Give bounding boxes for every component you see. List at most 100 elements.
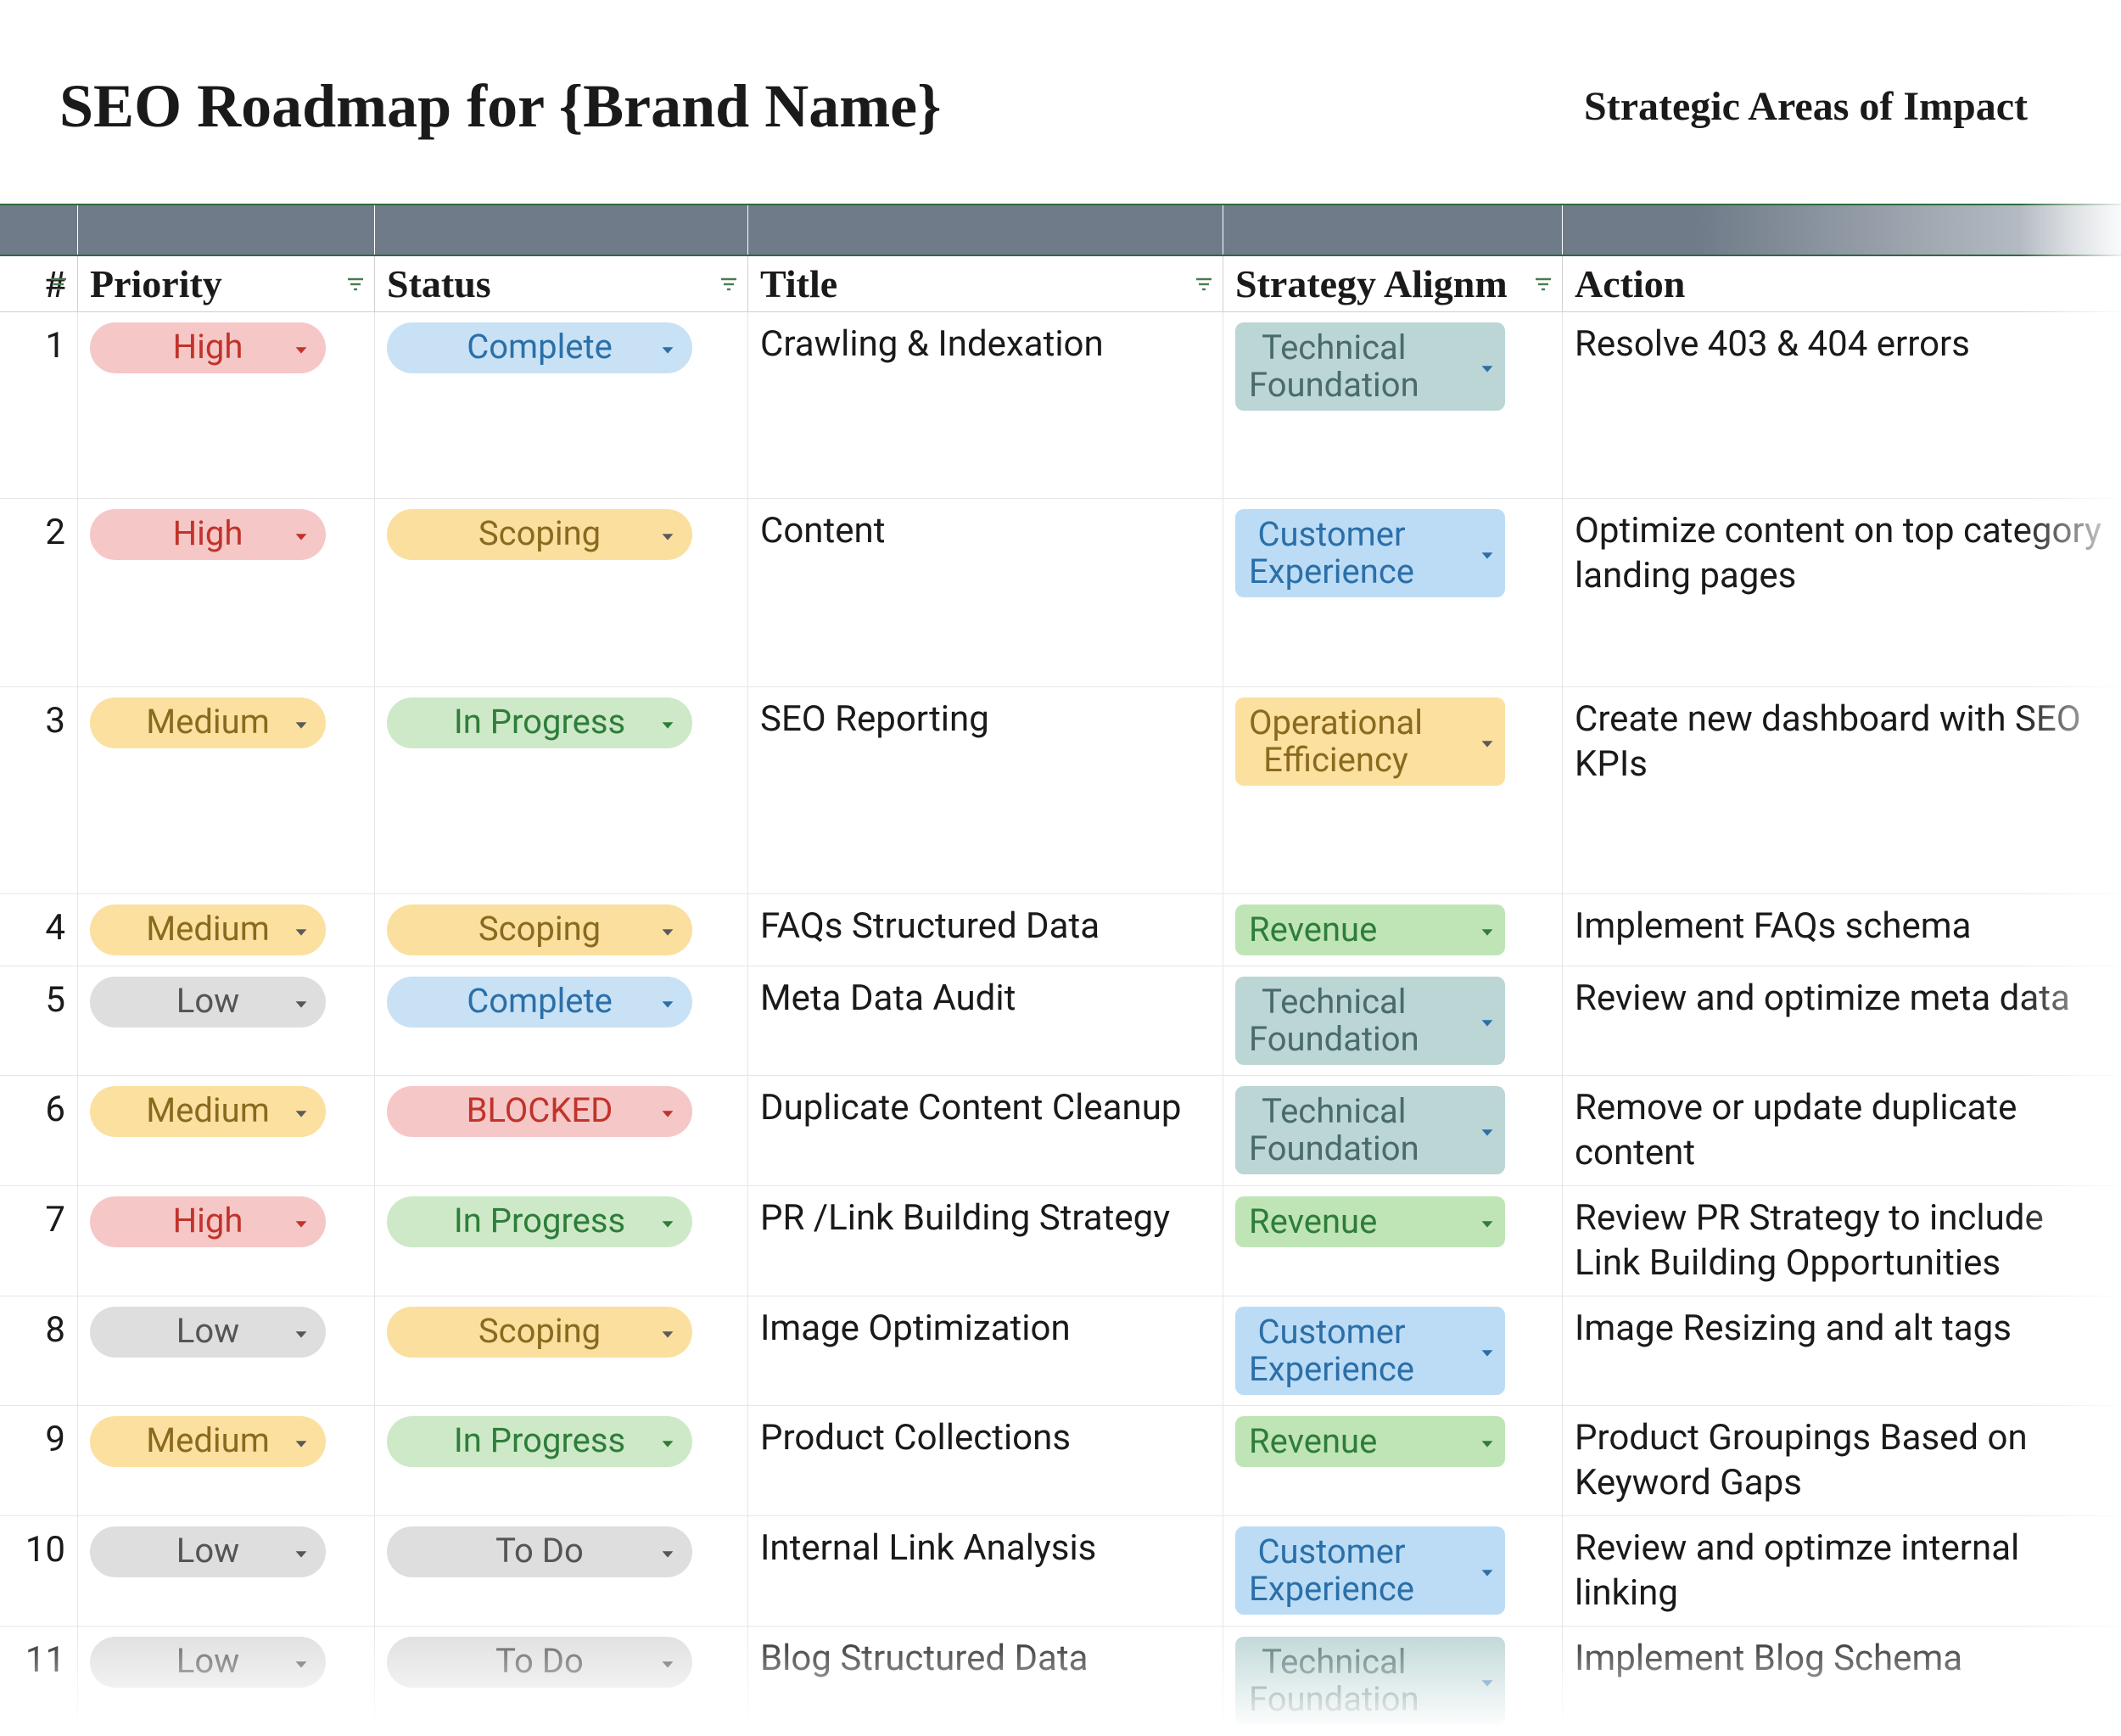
chevron-down-icon	[1478, 1203, 1497, 1240]
cell-action[interactable]: Review and optimize meta data	[1563, 966, 2121, 1075]
strategy-pill[interactable]: Revenue	[1235, 1416, 1505, 1467]
column-header-number[interactable]: #	[0, 256, 78, 311]
strategy-pill-label: CustomerExperience	[1249, 1313, 1414, 1388]
cell-title[interactable]: Blog Structured Data	[748, 1627, 1223, 1735]
strategy-pill[interactable]: OperationalEfficiency	[1235, 697, 1505, 786]
filter-icon[interactable]	[717, 272, 741, 296]
strategy-pill[interactable]: Revenue	[1235, 904, 1505, 955]
cell-action[interactable]: Optimize content on top category landing…	[1563, 499, 2121, 686]
status-pill-label: Scoping	[478, 908, 601, 950]
cell-status: Scoping	[375, 499, 748, 686]
column-header-priority[interactable]: Priority	[78, 256, 375, 311]
status-pill[interactable]: To Do	[387, 1637, 692, 1688]
cell-strategy: TechnicalFoundation	[1223, 966, 1563, 1075]
cell-action[interactable]: Product Groupings Based on Keyword Gaps	[1563, 1406, 2121, 1515]
chevron-down-icon	[658, 513, 677, 556]
filter-icon[interactable]	[1531, 272, 1555, 296]
priority-pill[interactable]: Low	[90, 1637, 326, 1688]
status-pill[interactable]: Scoping	[387, 509, 692, 560]
chevron-down-icon	[292, 1531, 311, 1573]
cell-action[interactable]: Implement Blog Schema	[1563, 1627, 2121, 1735]
table-body: 1 High Complete Crawling & Indexation Te…	[0, 312, 2121, 1736]
filter-icon[interactable]	[1192, 272, 1216, 296]
priority-pill[interactable]: High	[90, 322, 326, 373]
strategy-pill-label: TechnicalFoundation	[1249, 983, 1419, 1058]
status-pill[interactable]: Scoping	[387, 904, 692, 955]
status-pill[interactable]: Scoping	[387, 1307, 692, 1358]
column-header-action[interactable]: Action	[1563, 256, 2121, 311]
priority-pill[interactable]: High	[90, 509, 326, 560]
status-pill[interactable]: BLOCKED	[387, 1086, 692, 1137]
strategy-pill[interactable]: TechnicalFoundation	[1235, 322, 1505, 411]
strategy-pill[interactable]: CustomerExperience	[1235, 509, 1505, 597]
status-pill[interactable]: To Do	[387, 1526, 692, 1577]
chevron-down-icon	[658, 909, 677, 951]
cell-action[interactable]: Resolve 403 & 404 errors	[1563, 312, 2121, 498]
strategy-pill-label: TechnicalFoundation	[1249, 1093, 1419, 1168]
cell-title[interactable]: Internal Link Analysis	[748, 1516, 1223, 1626]
status-pill[interactable]: In Progress	[387, 1416, 692, 1467]
cell-priority: Medium	[78, 894, 375, 966]
table-row: 1 High Complete Crawling & Indexation Te…	[0, 312, 2121, 499]
priority-pill[interactable]: Medium	[90, 904, 326, 955]
status-pill[interactable]: In Progress	[387, 1196, 692, 1247]
strategy-pill[interactable]: TechnicalFoundation	[1235, 1086, 1505, 1174]
cell-action[interactable]: Review PR Strategy to include Link Build…	[1563, 1186, 2121, 1296]
cell-status: To Do	[375, 1627, 748, 1735]
priority-pill-label: High	[173, 512, 243, 555]
cell-title[interactable]: FAQs Structured Data	[748, 894, 1223, 966]
column-header-title[interactable]: Title	[748, 256, 1223, 311]
status-pill[interactable]: Complete	[387, 322, 692, 373]
priority-pill[interactable]: High	[90, 1196, 326, 1247]
cell-action[interactable]: Implement FAQs schema	[1563, 894, 2121, 966]
cell-strategy: TechnicalFoundation	[1223, 1076, 1563, 1185]
chevron-down-icon	[1478, 1112, 1497, 1149]
cell-action[interactable]: Remove or update duplicate content	[1563, 1076, 2121, 1185]
chevron-down-icon	[1478, 723, 1497, 760]
table-row: 6 Medium BLOCKED Duplicate Content Clean…	[0, 1076, 2121, 1186]
cell-title[interactable]: Image Optimization	[748, 1296, 1223, 1405]
cell-action[interactable]: Review and optimze internal linking	[1563, 1516, 2121, 1626]
cell-status: Complete	[375, 966, 748, 1075]
status-pill-label: To Do	[495, 1640, 584, 1683]
column-header-strategy[interactable]: Strategy Alignm	[1223, 256, 1563, 311]
chevron-down-icon	[658, 327, 677, 369]
strategy-pill[interactable]: CustomerExperience	[1235, 1526, 1505, 1615]
chevron-down-icon	[658, 1420, 677, 1463]
cell-action[interactable]: Image Resizing and alt tags	[1563, 1296, 2121, 1405]
status-pill[interactable]: In Progress	[387, 697, 692, 748]
chevron-down-icon	[658, 1311, 677, 1353]
strategy-pill[interactable]: TechnicalFoundation	[1235, 977, 1505, 1065]
cell-priority: Medium	[78, 687, 375, 893]
table-row: 9 Medium In Progress Product Collections…	[0, 1406, 2121, 1516]
cell-title[interactable]: SEO Reporting	[748, 687, 1223, 893]
chevron-down-icon	[658, 1531, 677, 1573]
cell-title[interactable]: Duplicate Content Cleanup	[748, 1076, 1223, 1185]
column-header-status[interactable]: Status	[375, 256, 748, 311]
cell-title[interactable]: Meta Data Audit	[748, 966, 1223, 1075]
cell-priority: Medium	[78, 1076, 375, 1185]
cell-title[interactable]: Product Collections	[748, 1406, 1223, 1515]
priority-pill[interactable]: Medium	[90, 1416, 326, 1467]
table-row: 5 Low Complete Meta Data Audit Technical…	[0, 966, 2121, 1076]
cell-title[interactable]: Content	[748, 499, 1223, 686]
priority-pill-label: High	[173, 1200, 243, 1242]
priority-pill[interactable]: Low	[90, 977, 326, 1028]
strategy-pill[interactable]: CustomerExperience	[1235, 1307, 1505, 1395]
cell-action[interactable]: Create new dashboard with SEO KPIs	[1563, 687, 2121, 893]
strategy-pill[interactable]: Revenue	[1235, 1196, 1505, 1247]
cell-title[interactable]: PR /Link Building Strategy	[748, 1186, 1223, 1296]
filter-icon[interactable]	[344, 272, 367, 296]
strategy-pill[interactable]: TechnicalFoundation	[1235, 1637, 1505, 1725]
column-header-label: Priority	[90, 261, 222, 306]
filter-icon[interactable]	[47, 272, 70, 296]
priority-pill[interactable]: Low	[90, 1307, 326, 1358]
priority-pill-label: Low	[176, 1530, 239, 1572]
cell-title[interactable]: Crawling & Indexation	[748, 312, 1223, 498]
priority-pill[interactable]: Medium	[90, 697, 326, 748]
priority-pill[interactable]: Medium	[90, 1086, 326, 1137]
strategy-pill-label: Revenue	[1249, 911, 1377, 949]
status-pill[interactable]: Complete	[387, 977, 692, 1028]
status-pill-label: To Do	[495, 1530, 584, 1572]
priority-pill[interactable]: Low	[90, 1526, 326, 1577]
